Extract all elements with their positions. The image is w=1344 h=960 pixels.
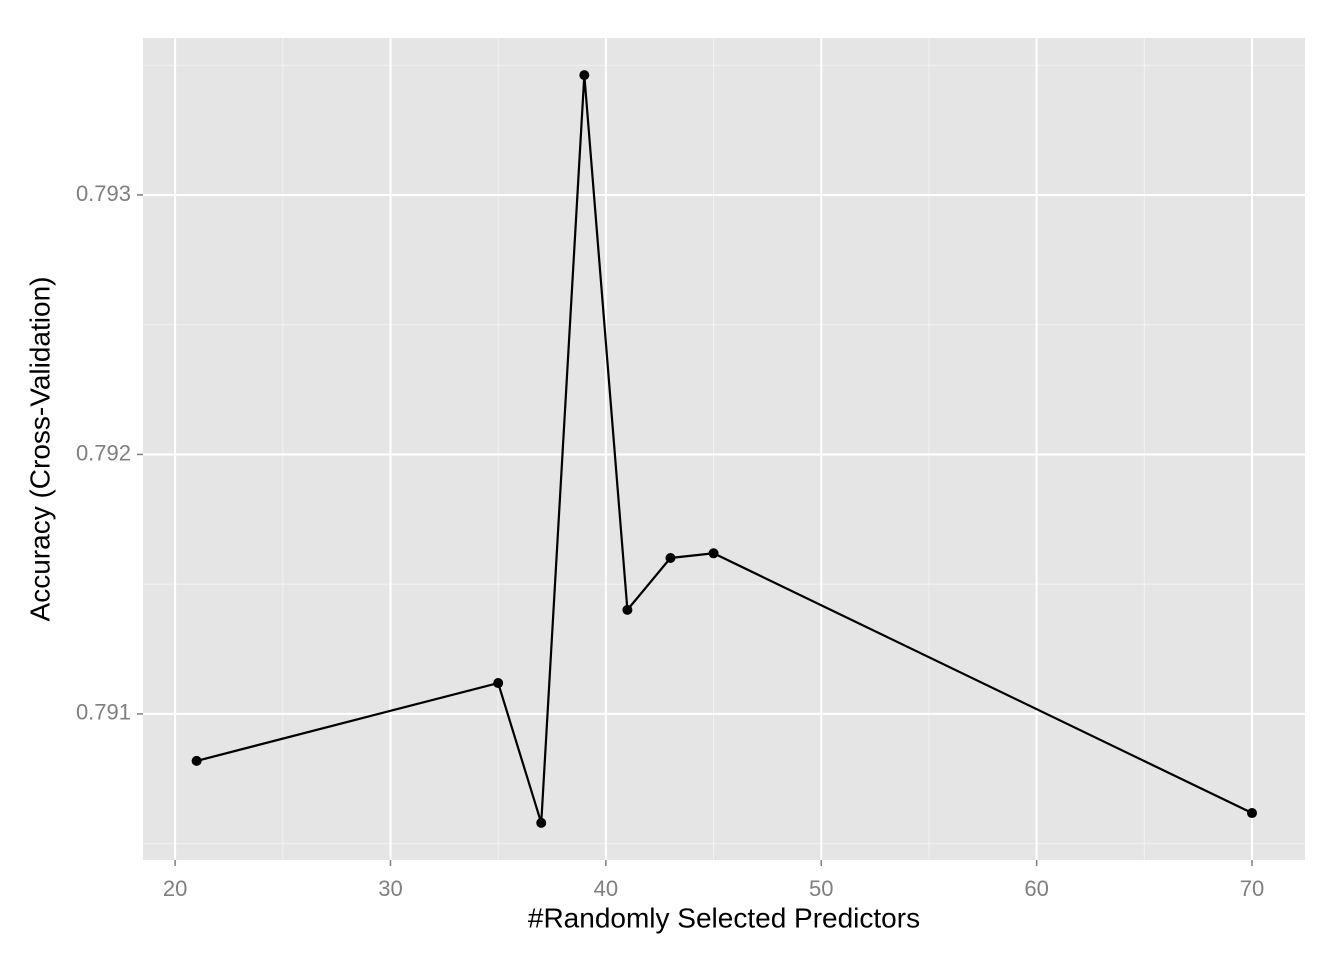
point — [536, 817, 547, 828]
x-tick-label: 20 — [163, 876, 187, 901]
point — [665, 552, 676, 563]
point — [622, 604, 633, 615]
point — [1247, 808, 1258, 819]
panel — [143, 38, 1305, 860]
point — [191, 755, 202, 766]
x-tick-label: 40 — [594, 876, 618, 901]
x-tick-label: 30 — [378, 876, 402, 901]
point — [708, 548, 719, 559]
y-tick-label: 0.793 — [76, 181, 131, 206]
x-tick-label: 60 — [1024, 876, 1048, 901]
y-tick-label: 0.792 — [76, 440, 131, 465]
x-axis-title: #Randomly Selected Predictors — [528, 902, 920, 933]
line — [196, 75, 1253, 824]
x-tick-label: 70 — [1240, 876, 1264, 901]
y-axis-title: Accuracy (Cross-Validation) — [24, 277, 55, 622]
point — [493, 678, 504, 689]
plot-area: 20 30 40 50 60 70 0.791 0.792 0.793 — [76, 38, 1305, 901]
y-tick-label: 0.791 — [76, 700, 131, 725]
point — [579, 70, 590, 81]
x-tick-label: 50 — [809, 876, 833, 901]
